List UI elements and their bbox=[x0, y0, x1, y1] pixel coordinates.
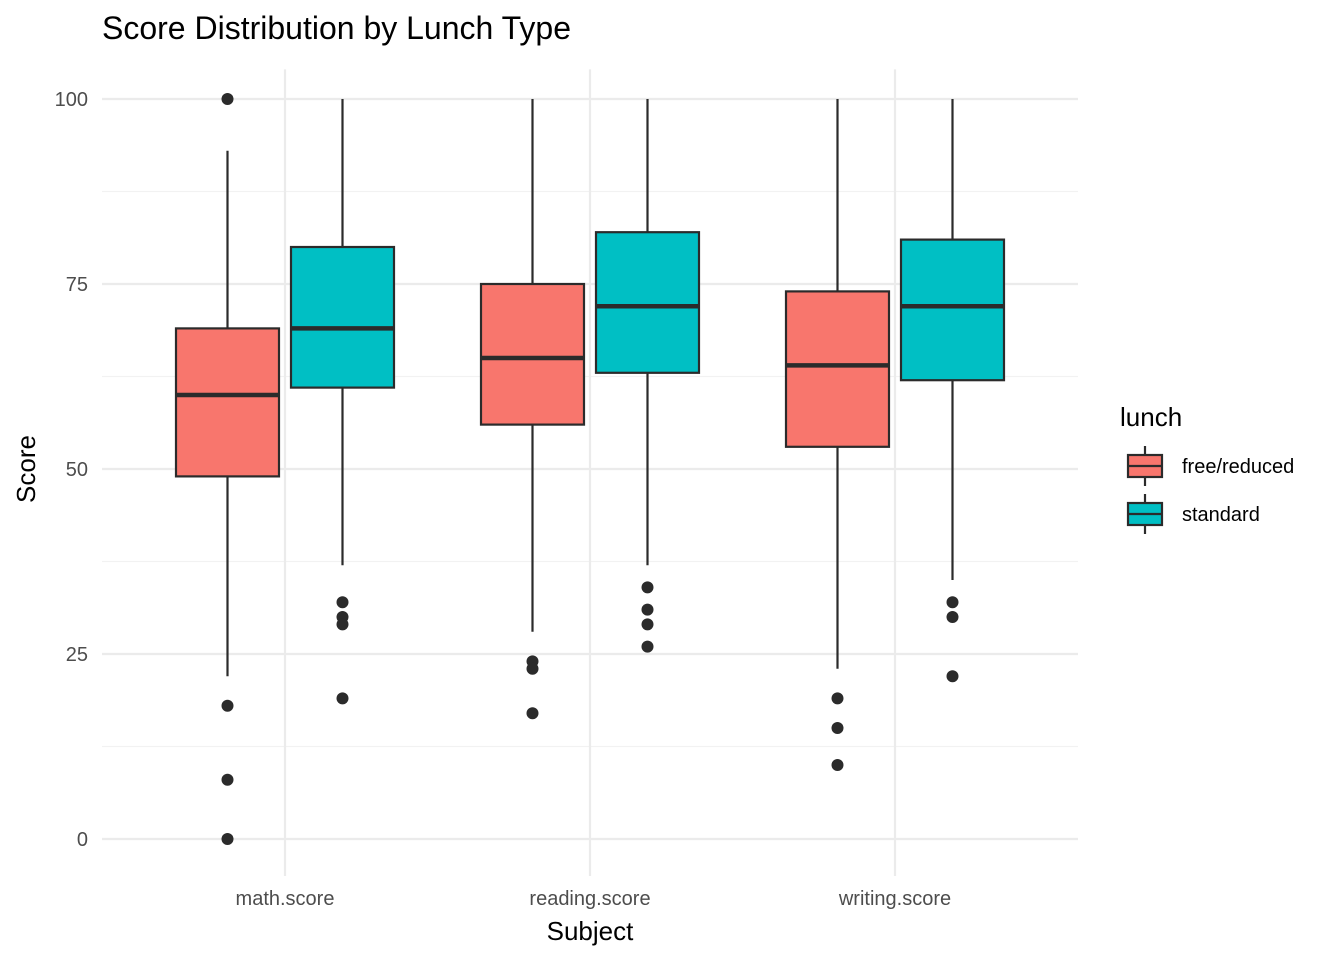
box-group bbox=[784, 99, 891, 771]
outlier-point bbox=[526, 707, 539, 720]
legend-item: standard bbox=[1126, 494, 1260, 534]
outlier-point bbox=[831, 722, 844, 734]
box-group bbox=[174, 93, 281, 845]
outlier-point bbox=[221, 699, 234, 712]
x-tick-label: writing.score bbox=[838, 888, 951, 910]
box bbox=[174, 327, 281, 478]
box-group bbox=[594, 99, 701, 653]
chart-title: Score Distribution by Lunch Type bbox=[102, 10, 571, 46]
legend: lunch free/reduced standard bbox=[1120, 402, 1294, 534]
outlier-point bbox=[221, 833, 234, 845]
outlier-point bbox=[641, 640, 654, 653]
outlier-point bbox=[336, 618, 349, 631]
outlier-point bbox=[336, 596, 349, 609]
box bbox=[784, 290, 891, 448]
outlier-point bbox=[221, 93, 234, 105]
y-tick-label: 0 bbox=[77, 829, 88, 851]
box-layer bbox=[174, 93, 1006, 845]
x-tick-label: math.score bbox=[236, 888, 335, 910]
y-tick-label: 100 bbox=[55, 89, 88, 111]
outlier-point bbox=[641, 581, 654, 594]
legend-label: standard bbox=[1182, 504, 1260, 526]
outlier-point bbox=[831, 692, 844, 705]
legend-title: lunch bbox=[1120, 402, 1182, 432]
outlier-point bbox=[336, 692, 349, 705]
legend-label: free/reduced bbox=[1182, 456, 1294, 478]
outlier-point bbox=[946, 670, 959, 683]
box bbox=[289, 245, 396, 389]
outlier-point bbox=[641, 618, 654, 631]
box-group bbox=[479, 99, 586, 720]
box bbox=[479, 282, 586, 426]
y-tick-label: 25 bbox=[66, 644, 88, 666]
outlier-point bbox=[221, 773, 234, 786]
y-tick-label: 50 bbox=[66, 459, 88, 481]
x-axis-ticks: math.score reading.score writing.score bbox=[236, 888, 952, 910]
y-axis-title: Score bbox=[11, 435, 41, 503]
outlier-point bbox=[946, 611, 959, 623]
outlier-point bbox=[831, 759, 844, 771]
outlier-point bbox=[641, 603, 654, 616]
box-group bbox=[899, 99, 1006, 683]
outlier-point bbox=[526, 662, 539, 675]
y-axis-ticks: 0 25 50 75 100 bbox=[55, 89, 88, 851]
outlier-point bbox=[946, 596, 959, 609]
x-axis-title: Subject bbox=[547, 916, 634, 946]
box bbox=[594, 231, 701, 374]
x-tick-label: reading.score bbox=[529, 888, 650, 910]
box-group bbox=[289, 99, 396, 705]
y-tick-label: 75 bbox=[66, 274, 88, 296]
box bbox=[899, 238, 1006, 382]
legend-item: free/reduced bbox=[1126, 446, 1294, 486]
